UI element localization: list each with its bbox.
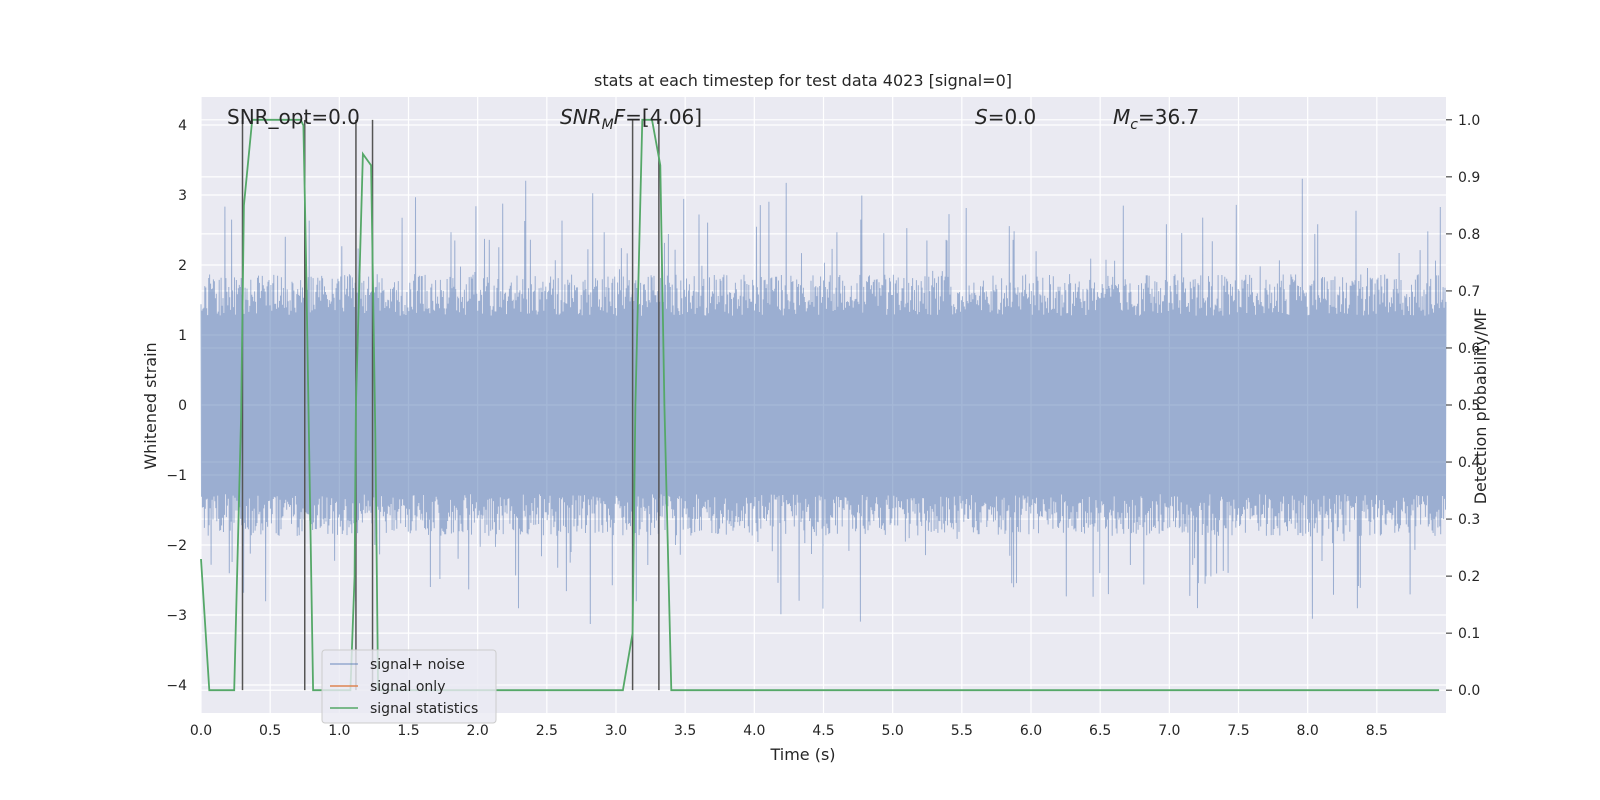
x-tick-label: 7.5 [1227, 723, 1249, 739]
x-tick-label: 4.5 [812, 723, 834, 739]
mc-annotation: Mc=36.7 [1113, 105, 1199, 133]
y-tick-label-left: 2 [178, 258, 187, 274]
y-tick-label-left: 3 [178, 188, 187, 204]
snr-mf-sub: M [602, 117, 614, 133]
x-tick-label: 0.5 [259, 723, 281, 739]
y-tick-label-right: 0.7 [1458, 284, 1480, 300]
y-tick-label-right: 1.0 [1458, 113, 1480, 129]
x-tick-label: 1.5 [397, 723, 419, 739]
legend-box [321, 649, 497, 724]
y-tick-label-left: 4 [178, 118, 187, 134]
s-annotation: S=0.0 [975, 105, 1036, 129]
x-tick-label: 6.0 [1020, 723, 1042, 739]
mc-sub: c [1130, 117, 1138, 133]
y-tick-label-left: −3 [166, 608, 187, 624]
legend-label-signal-noise: signal+ noise [370, 657, 465, 673]
snr-opt-annotation: SNR_opt=0.0 [227, 105, 360, 129]
snr-mf-base: SNR [560, 105, 602, 129]
s-rest: =0.0 [988, 105, 1037, 129]
x-tick-label: 5.0 [882, 723, 904, 739]
y-tick-label-right: 0.3 [1458, 512, 1480, 528]
y-tick-label-left: −1 [166, 468, 187, 484]
y-tick-label-right: 0.9 [1458, 170, 1480, 186]
signal-noise-trace [200, 178, 1447, 625]
x-tick-label: 2.0 [467, 723, 489, 739]
x-tick-label: 7.0 [1158, 723, 1180, 739]
snr-mf-mid: F [614, 105, 626, 129]
y-tick-label-right: 0.4 [1458, 455, 1480, 471]
plot-area: 0.0 0.5 1.0 1.5 2.0 2.5 3.0 3.5 4.0 4.5 5.0 5.5 6.0 6… [166, 97, 1480, 739]
chart-title: stats at each timestep for test data 402… [594, 71, 1012, 90]
x-tick-label: 0.0 [190, 723, 212, 739]
y-tick-label-right: 0.8 [1458, 227, 1480, 243]
y-tick-label-left: 0 [178, 398, 187, 414]
y-tick-label-right: 0.6 [1458, 341, 1480, 357]
x-tick-label: 3.5 [674, 723, 696, 739]
snr-mf-annotation: SNRMF=[4.06] [560, 105, 702, 133]
x-tick-label: 1.0 [328, 723, 350, 739]
y-tick-label-left: −4 [166, 678, 187, 694]
y-axis-label-right: Detection probability/MF [1471, 308, 1490, 505]
y-tick-label-left: −2 [166, 538, 187, 554]
x-tick-label: 4.0 [743, 723, 765, 739]
y-tick-label-right: 0.5 [1458, 398, 1480, 414]
legend: signal+ noise signal only signal statist… [321, 649, 497, 724]
legend-label-signal-only: signal only [370, 679, 445, 695]
y-tick-label-right: 0.2 [1458, 569, 1480, 585]
legend-label-signal-statistics: signal statistics [370, 701, 478, 717]
mc-base: M [1113, 105, 1130, 129]
x-tick-label: 8.5 [1366, 723, 1388, 739]
x-tick-label: 2.5 [536, 723, 558, 739]
signal-statistics-line [200, 118, 1440, 692]
y-tick-label-right: 0.0 [1458, 683, 1480, 699]
x-tick-label: 8.0 [1297, 723, 1319, 739]
y-tick-label-left: 1 [178, 328, 187, 344]
y-axis-label-left: Whitened strain [141, 342, 160, 469]
x-tick-label: 5.5 [951, 723, 973, 739]
x-axis-label: Time (s) [769, 745, 835, 764]
x-tick-label: 6.5 [1089, 723, 1111, 739]
y-tick-label-right: 0.1 [1458, 626, 1480, 642]
s-base: S [975, 105, 988, 129]
mc-rest: =36.7 [1138, 105, 1199, 129]
snr-mf-rest: =[4.06] [625, 105, 702, 129]
x-tick-label: 3.0 [605, 723, 627, 739]
